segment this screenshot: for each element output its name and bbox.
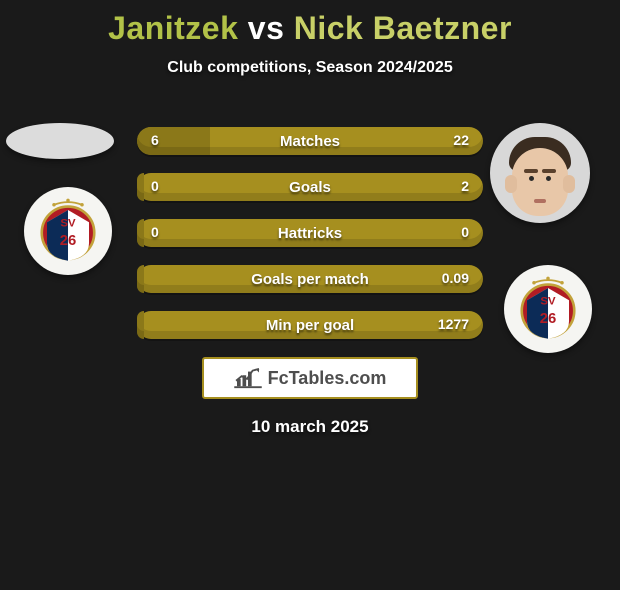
stat-label: Goals per match [251, 271, 369, 288]
stat-bar-fill [137, 219, 144, 247]
watermark: FcTables.com [202, 357, 418, 399]
stat-bar-fill [137, 265, 144, 293]
subtitle: Club competitions, Season 2024/2025 [0, 59, 620, 77]
stat-label: Matches [280, 133, 340, 150]
stat-label: Goals [289, 179, 331, 196]
player2-avatar [490, 123, 590, 223]
stat-bar: 0 Hattricks 0 [137, 219, 483, 247]
club-crest-icon: SV 26 [33, 196, 103, 266]
title-vs: vs [248, 10, 285, 46]
stat-bars: 6 Matches 22 0 Goals 2 0 Hattricks 0 Goa… [137, 105, 483, 339]
stat-left-value: 6 [151, 132, 159, 148]
stat-label: Min per goal [266, 317, 354, 334]
comparison-title: Janitzek vs Nick Baetzner [0, 10, 620, 47]
club-crest-icon: SV 26 [513, 274, 583, 344]
player1-avatar [6, 123, 114, 159]
stat-left-value: 0 [151, 178, 159, 194]
stat-bar-fill [137, 127, 210, 155]
stat-bar-fill [137, 311, 144, 339]
stat-right-value: 1277 [438, 316, 469, 332]
content-area: SV 26 SV 26 6 Matches 22 0 Goals [0, 105, 620, 437]
svg-text:SV: SV [540, 296, 556, 308]
svg-text:SV: SV [60, 218, 76, 230]
face-icon [490, 123, 590, 223]
title-player2: Nick Baetzner [294, 10, 512, 46]
stat-right-value: 0.09 [442, 270, 469, 286]
stat-bar: Min per goal 1277 [137, 311, 483, 339]
stat-right-value: 0 [461, 224, 469, 240]
stat-bar: 6 Matches 22 [137, 127, 483, 155]
stat-bar-fill [137, 173, 144, 201]
svg-text:26: 26 [60, 233, 77, 249]
stat-left-value: 0 [151, 224, 159, 240]
stat-bar: 0 Goals 2 [137, 173, 483, 201]
barchart-icon [234, 367, 262, 389]
svg-text:26: 26 [540, 311, 557, 327]
stat-right-value: 22 [453, 132, 469, 148]
player2-club-badge: SV 26 [504, 265, 592, 353]
comparison-date: 10 march 2025 [0, 417, 620, 437]
stat-bar: Goals per match 0.09 [137, 265, 483, 293]
stat-right-value: 2 [461, 178, 469, 194]
stat-label: Hattricks [278, 225, 342, 242]
player1-club-badge: SV 26 [24, 187, 112, 275]
watermark-text: FcTables.com [268, 368, 387, 389]
title-player1: Janitzek [108, 10, 238, 46]
